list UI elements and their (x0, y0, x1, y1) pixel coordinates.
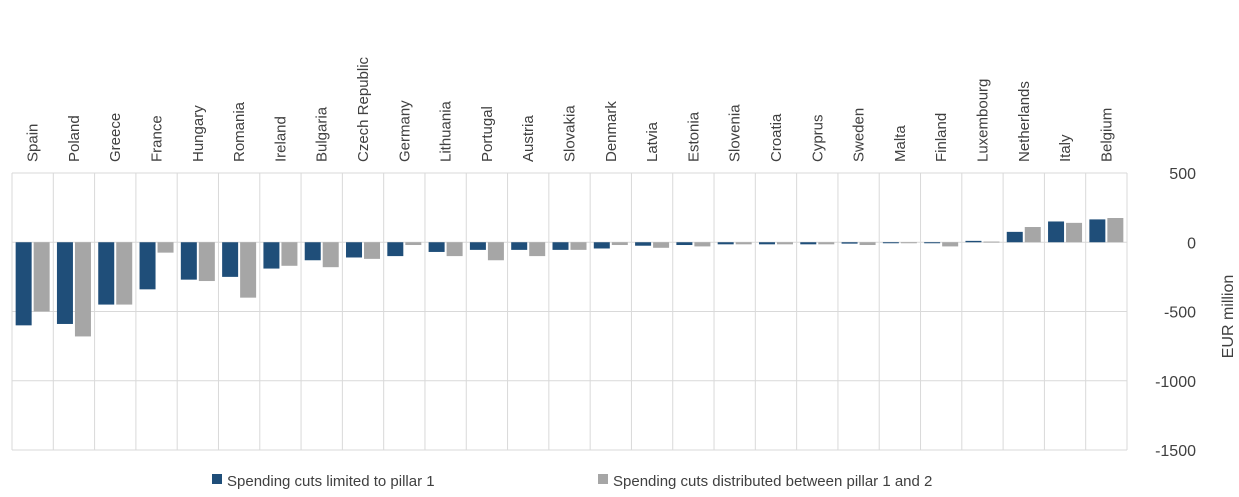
bar-pillar1 (924, 242, 941, 244)
category-label: Czech Republic (355, 56, 372, 162)
bar-pillar1 (882, 242, 899, 244)
y-tick-label: 500 (1169, 166, 1196, 183)
bar-pillar1-2 (859, 242, 876, 246)
bar-pillar1-2 (116, 242, 133, 305)
y-axis-label: EUR million (1220, 275, 1237, 359)
bar-pillar1-2 (281, 242, 298, 266)
bar-pillar1-2 (1066, 222, 1083, 243)
bar-pillar1 (346, 242, 363, 258)
bar-pillar1 (180, 242, 197, 280)
category-label: Italy (1057, 134, 1074, 162)
legend-swatch (598, 474, 608, 484)
category-label: Spain (25, 124, 42, 162)
category-label: Poland (66, 115, 83, 162)
category-label: Luxembourg (974, 79, 991, 162)
category-label: Austria (520, 115, 537, 162)
legend: Spending cuts limited to pillar 1 Spendin… (212, 473, 932, 490)
bar-pillar1 (1006, 231, 1023, 243)
bar-pillar1 (717, 242, 734, 245)
category-label: Slovakia (562, 105, 579, 162)
bar-pillar1-2 (1107, 218, 1124, 243)
bar-pillar1 (511, 242, 528, 250)
category-label: Estonia (685, 111, 702, 162)
category-label: Sweden (851, 108, 868, 162)
bar-pillar1-2 (157, 242, 174, 253)
grid-lines (11, 172, 1128, 451)
category-label: Lithuania (438, 100, 455, 162)
bars (15, 218, 1124, 337)
category-label: Slovenia (727, 104, 744, 162)
bar-pillar1 (800, 242, 817, 245)
bar-pillar1 (635, 242, 652, 246)
bar-pillar1-2 (776, 242, 793, 245)
bar-pillar1 (593, 242, 610, 249)
bar-pillar1-2 (364, 242, 381, 259)
bar-pillar1 (676, 242, 693, 246)
category-label: Finland (933, 113, 950, 162)
bar-pillar1-2 (818, 242, 835, 245)
bar-pillar1-2 (74, 242, 91, 337)
bar-pillar1-2 (735, 242, 752, 245)
bar-pillar1 (469, 242, 486, 250)
bar-pillar1 (222, 242, 239, 277)
bar-pillar1 (98, 242, 115, 305)
bar-pillar1 (758, 242, 775, 245)
bar-pillar1 (1089, 219, 1106, 243)
category-label: Netherlands (1016, 81, 1033, 162)
bar-pillar1 (841, 242, 858, 244)
bar-pillar1 (965, 240, 982, 243)
bar-pillar1-2 (611, 242, 628, 246)
legend-label: Spending cuts distributed between pillar… (613, 473, 932, 490)
bar-pillar1-2 (529, 242, 546, 257)
bar-pillar1-2 (446, 242, 463, 257)
category-label: Croatia (768, 113, 785, 162)
bar-pillar1 (139, 242, 156, 290)
category-label: Ireland (272, 116, 289, 162)
bar-pillar1-2 (653, 242, 670, 248)
bar-pillar1 (428, 242, 445, 252)
bar-pillar1-2 (240, 242, 257, 298)
category-label: Bulgaria (314, 106, 331, 162)
bar-pillar1 (15, 242, 32, 326)
category-label: Portugal (479, 106, 496, 162)
category-label: Latvia (644, 121, 661, 162)
legend-label: Spending cuts limited to pillar 1 (227, 473, 435, 490)
y-tick-labels: 500 0 -500 -1000 -1500 (1155, 166, 1196, 460)
bar-pillar1-2 (942, 242, 959, 247)
bar-pillar1-2 (1024, 227, 1041, 243)
bar-pillar1-2 (570, 242, 587, 250)
bar-pillar1 (56, 242, 73, 324)
y-tick-label: -1000 (1155, 374, 1196, 391)
bar-pillar1-2 (33, 242, 50, 312)
category-label: Germany (396, 100, 413, 162)
category-label: Malta (892, 125, 909, 162)
y-tick-label: -1500 (1155, 443, 1196, 460)
category-label: Denmark (603, 101, 620, 162)
category-label: Cyprus (809, 114, 826, 162)
bar-pillar1 (263, 242, 280, 269)
bar-pillar1-2 (487, 242, 504, 261)
category-label: Romania (231, 101, 248, 162)
bar-pillar1-2 (900, 242, 917, 244)
bar-pillar1-2 (322, 242, 339, 268)
category-labels: Spain Poland Greece France Hungary Romania Ire… (25, 56, 1116, 162)
category-label: France (149, 115, 166, 162)
y-tick-label: -500 (1164, 305, 1196, 322)
legend-swatch (212, 474, 222, 484)
bar-pillar1 (552, 242, 569, 250)
category-label: Greece (107, 113, 124, 162)
category-label: Hungary (190, 105, 207, 162)
bar-pillar1 (304, 242, 321, 261)
bar-pillar1-2 (694, 242, 711, 247)
bar-pillar1-2 (405, 242, 422, 246)
bar-pillar1 (1048, 221, 1065, 243)
bar-pillar1 (387, 242, 404, 257)
category-label: Belgium (1098, 108, 1115, 162)
y-tick-label: 0 (1187, 235, 1196, 252)
bar-pillar1-2 (983, 241, 1000, 243)
bar-pillar1-2 (198, 242, 215, 282)
